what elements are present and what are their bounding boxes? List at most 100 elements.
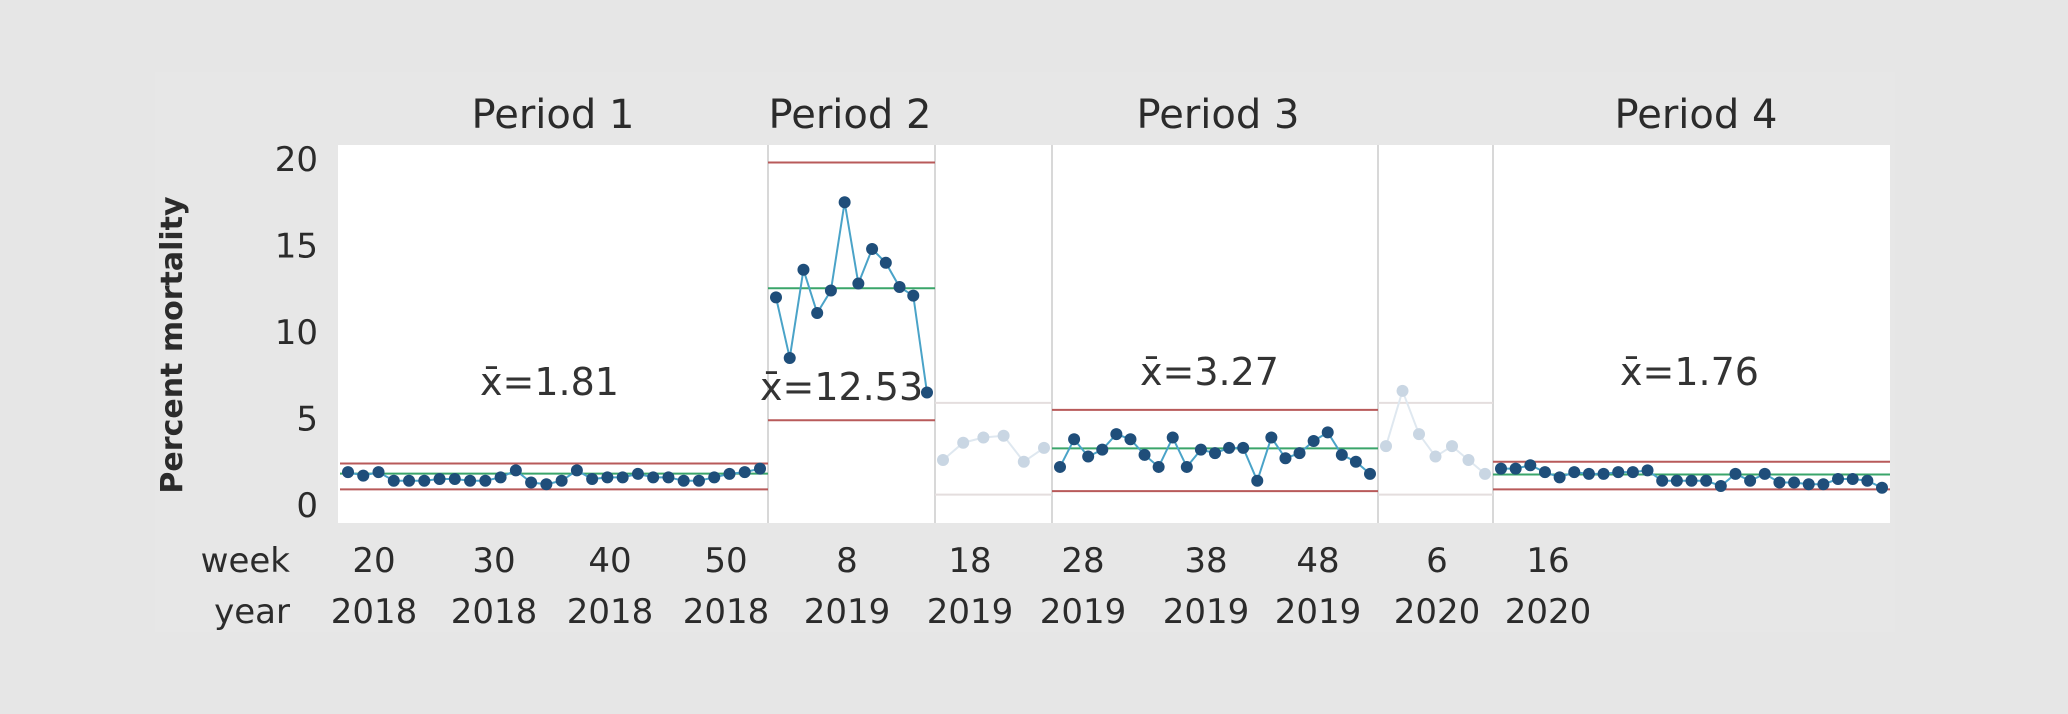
year-tick: 2018	[451, 592, 538, 632]
data-point	[631, 467, 644, 480]
mean-label: x̄=1.76	[1620, 350, 1759, 394]
data-point	[1568, 466, 1581, 479]
week-tick: 18	[948, 541, 991, 581]
data-point	[1495, 462, 1507, 475]
data-point	[1335, 448, 1348, 461]
data-point	[387, 474, 400, 487]
period-title: Period 1	[472, 92, 635, 138]
year-tick: 2020	[1394, 592, 1481, 632]
data-point	[464, 474, 477, 487]
data-point	[1237, 441, 1250, 454]
data-point	[509, 464, 522, 477]
y-tick-label: 0	[296, 486, 318, 526]
year-tick: 2019	[804, 592, 891, 632]
data-point	[1832, 473, 1845, 486]
data-point	[1524, 459, 1537, 472]
week-tick: 30	[472, 541, 515, 581]
year-tick: 2020	[1505, 592, 1592, 632]
data-point	[418, 474, 431, 487]
data-point	[1758, 467, 1771, 480]
data-point	[1194, 443, 1207, 456]
data-point	[1152, 460, 1165, 473]
faded-point	[1446, 440, 1458, 453]
data-point	[1641, 464, 1654, 477]
data-point	[1714, 479, 1727, 492]
data-point	[1788, 476, 1801, 489]
year-tick: 2018	[567, 592, 654, 632]
data-point	[1293, 447, 1306, 460]
faded-point	[1380, 440, 1392, 453]
week-tick: 40	[588, 541, 631, 581]
year-tick: 2019	[927, 592, 1014, 632]
data-point	[852, 277, 865, 290]
data-point	[1349, 455, 1362, 468]
period-title: Period 3	[1137, 92, 1300, 138]
data-point	[1670, 474, 1683, 487]
data-point	[1612, 466, 1625, 479]
data-point	[1846, 473, 1859, 486]
week-tick: 38	[1184, 541, 1227, 581]
data-point	[662, 471, 675, 484]
data-point	[1251, 474, 1264, 487]
data-point	[692, 474, 705, 487]
data-point	[647, 471, 660, 484]
data-point	[1538, 466, 1551, 479]
data-point	[1626, 466, 1639, 479]
period-title: Period 4	[1615, 92, 1778, 138]
data-point	[1223, 441, 1236, 454]
data-point	[708, 471, 721, 484]
faded-point	[1479, 467, 1491, 480]
faded-point	[1017, 455, 1030, 468]
period-title: Period 2	[769, 92, 932, 138]
data-point	[1685, 474, 1698, 487]
mean-label: x̄=1.81	[480, 360, 619, 404]
data-point	[448, 473, 461, 486]
year-tick: 2018	[331, 592, 418, 632]
year-tick: 2019	[1275, 592, 1362, 632]
week-tick: 20	[352, 541, 395, 581]
data-point	[770, 291, 782, 304]
data-point	[1138, 448, 1151, 461]
data-point	[783, 351, 796, 364]
y-tick-label: 10	[275, 313, 318, 353]
data-point	[797, 263, 810, 276]
year-row-label: year	[214, 592, 290, 632]
data-point	[1307, 434, 1320, 447]
data-point	[433, 473, 446, 486]
mean-label: x̄=3.27	[1140, 350, 1279, 394]
data-point	[342, 466, 354, 479]
faded-point	[1413, 428, 1425, 441]
data-point	[1166, 431, 1179, 444]
faded-point	[977, 431, 990, 444]
data-point	[1817, 478, 1830, 491]
data-point	[1553, 471, 1566, 484]
data-point	[494, 471, 507, 484]
data-point	[372, 466, 385, 479]
data-point	[616, 471, 629, 484]
faded-point	[937, 454, 949, 467]
data-point	[357, 469, 370, 482]
data-point	[1209, 447, 1221, 460]
data-point	[1096, 443, 1109, 456]
year-tick: 2018	[683, 592, 770, 632]
data-point	[1082, 450, 1095, 463]
mean-label: x̄=12.53	[760, 365, 923, 409]
week-tick: 8	[836, 541, 858, 581]
faded-point	[1429, 450, 1442, 463]
data-point	[1876, 481, 1888, 494]
data-point	[824, 284, 837, 297]
data-point	[1656, 474, 1669, 487]
data-point	[1802, 478, 1815, 491]
data-point	[1582, 467, 1595, 480]
data-point	[1054, 460, 1066, 473]
data-point	[1773, 476, 1786, 489]
data-point	[1509, 462, 1522, 475]
data-point	[838, 196, 851, 209]
faded-point	[1038, 441, 1050, 454]
data-point	[1364, 467, 1376, 480]
data-point	[403, 474, 416, 487]
data-point	[1597, 467, 1610, 480]
data-point	[866, 242, 879, 255]
data-point	[754, 462, 766, 475]
data-point	[1744, 474, 1757, 487]
